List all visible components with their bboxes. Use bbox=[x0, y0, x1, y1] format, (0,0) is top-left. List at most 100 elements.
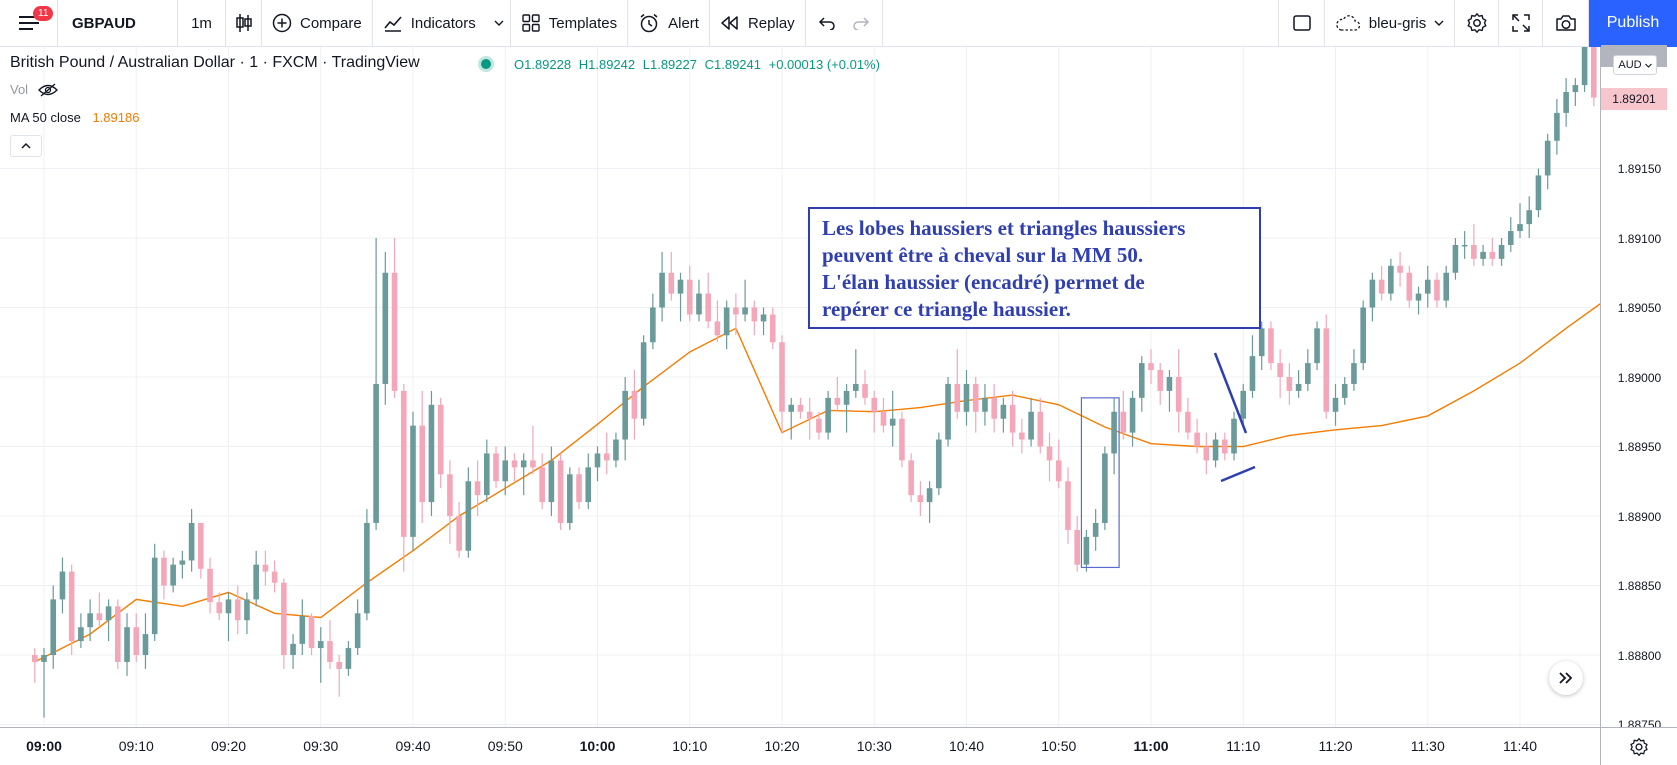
templates-button[interactable]: Templates bbox=[511, 0, 629, 47]
candle-up bbox=[151, 557, 158, 635]
candle-up bbox=[179, 560, 186, 565]
symbol-search[interactable]: GBPAUD bbox=[58, 0, 178, 47]
redo-button[interactable] bbox=[844, 0, 883, 47]
currency-select[interactable]: AUD bbox=[1613, 55, 1657, 75]
candle-down bbox=[816, 418, 822, 433]
candle-down bbox=[336, 661, 342, 669]
candle-down bbox=[400, 390, 407, 537]
price-chart[interactable] bbox=[0, 47, 1600, 727]
alert-button[interactable]: Alert bbox=[628, 0, 710, 47]
candle-up bbox=[889, 418, 896, 426]
symbol-legend-title[interactable]: British Pound / Australian Dollar · 1 · … bbox=[10, 54, 420, 71]
currency-label: AUD bbox=[1618, 59, 1642, 71]
candle-down bbox=[161, 557, 167, 586]
candle-up bbox=[1231, 418, 1237, 454]
time-tick: 11:30 bbox=[1410, 738, 1445, 754]
collapse-legend-button[interactable] bbox=[10, 135, 42, 157]
candle-down bbox=[1222, 439, 1228, 454]
ohlc-change: +0.00013 (+0.01%) bbox=[768, 57, 880, 72]
candle-up bbox=[59, 571, 66, 600]
templates-label: Templates bbox=[548, 14, 618, 32]
candle-down bbox=[1591, 47, 1597, 98]
hamburger-icon bbox=[18, 16, 39, 30]
candle-up bbox=[105, 606, 112, 621]
replay-label: Replay bbox=[747, 14, 795, 32]
candle-down bbox=[262, 564, 269, 572]
volume-legend[interactable]: Vol bbox=[10, 82, 58, 97]
candle-down bbox=[880, 411, 887, 426]
candle-up bbox=[253, 564, 259, 600]
candle-down bbox=[207, 568, 213, 603]
candle-up bbox=[1083, 536, 1090, 565]
market-open-indicator bbox=[481, 59, 491, 69]
layout-select-button[interactable] bbox=[1279, 0, 1325, 47]
annotation-textbox[interactable]: Les lobes haussiers et triangles haussie… bbox=[808, 207, 1261, 329]
price-axis[interactable]: 1.89150 1.89100 1.89050 1.89000 1.88950 … bbox=[1600, 47, 1677, 732]
indicators-dropdown[interactable] bbox=[486, 0, 511, 47]
candle-up bbox=[1507, 231, 1514, 245]
chart-type-button[interactable] bbox=[226, 0, 262, 47]
candlestick-series bbox=[31, 47, 1597, 718]
candle-down bbox=[1277, 363, 1283, 377]
candle-down bbox=[1065, 481, 1071, 530]
candle-up bbox=[1369, 279, 1376, 308]
time-tick: 09:20 bbox=[210, 738, 247, 754]
candle-up bbox=[567, 474, 573, 523]
candle-down bbox=[216, 602, 223, 614]
price-tick: 1.88800 bbox=[1617, 649, 1662, 663]
indicators-button[interactable]: Indicators bbox=[373, 0, 486, 47]
candle-up bbox=[1498, 244, 1505, 259]
candle-up bbox=[1240, 390, 1247, 419]
replay-button[interactable]: Replay bbox=[710, 0, 806, 47]
candle-down bbox=[234, 599, 241, 621]
time-tick: 11:00 bbox=[1133, 738, 1169, 754]
candle-up bbox=[613, 439, 619, 461]
indicators-icon bbox=[384, 16, 402, 32]
triangle-upper-trendline bbox=[1213, 352, 1248, 434]
ohlc-close: C1.89241 bbox=[704, 57, 761, 72]
candle-up bbox=[1452, 244, 1459, 273]
candle-up bbox=[484, 453, 490, 496]
annotation-line: peuvent être à cheval sur la MM 50. bbox=[822, 243, 1144, 267]
fullscreen-button[interactable] bbox=[1499, 0, 1543, 47]
eye-hidden-icon[interactable] bbox=[38, 83, 58, 97]
candles-icon bbox=[235, 14, 252, 32]
ma-legend[interactable]: MA 50 close 1.89186 bbox=[10, 110, 139, 125]
candle-down bbox=[1055, 460, 1062, 482]
annotation-line: Les lobes haussiers et triangles haussie… bbox=[822, 216, 1186, 240]
undo-button[interactable] bbox=[806, 0, 844, 47]
candle-up bbox=[594, 453, 601, 468]
candle-up bbox=[410, 425, 416, 537]
candle-up bbox=[1212, 439, 1219, 461]
candle-up bbox=[364, 522, 370, 614]
publish-button[interactable]: Publish bbox=[1589, 0, 1677, 47]
time-axis[interactable]: 09:00 09:10 09:20 09:30 09:40 09:50 10:00 10:10… bbox=[0, 727, 1600, 765]
candle-up bbox=[170, 564, 176, 586]
axis-settings-button[interactable] bbox=[1600, 727, 1677, 765]
candle-down bbox=[1268, 328, 1274, 364]
price-tick: 1.89050 bbox=[1617, 301, 1662, 315]
interval-button[interactable]: 1m bbox=[178, 0, 226, 47]
scroll-to-realtime-button[interactable] bbox=[1549, 661, 1583, 695]
candle-up bbox=[225, 599, 232, 614]
candle-up bbox=[548, 460, 555, 503]
candle-up bbox=[354, 613, 361, 649]
current-price-label: 1.89201 bbox=[1601, 88, 1667, 110]
candle-down bbox=[1471, 244, 1477, 259]
main-menu-button[interactable]: 11 bbox=[0, 0, 58, 47]
candle-up bbox=[1129, 397, 1136, 433]
layout-name-button[interactable]: bleu-gris bbox=[1325, 0, 1455, 47]
snapshot-button[interactable] bbox=[1543, 0, 1589, 47]
candle-up bbox=[1517, 224, 1523, 232]
candle-up bbox=[1415, 293, 1422, 301]
candle-down bbox=[474, 481, 481, 496]
time-tick: 10:50 bbox=[1041, 738, 1077, 754]
impulse-box-rectangle bbox=[1080, 397, 1120, 569]
candle-down bbox=[133, 627, 140, 655]
candle-up bbox=[1000, 404, 1007, 419]
candle-down bbox=[972, 383, 979, 412]
candle-down bbox=[456, 516, 462, 551]
candle-down bbox=[1406, 272, 1413, 301]
settings-button[interactable] bbox=[1455, 0, 1499, 47]
compare-button[interactable]: Compare bbox=[262, 0, 373, 47]
